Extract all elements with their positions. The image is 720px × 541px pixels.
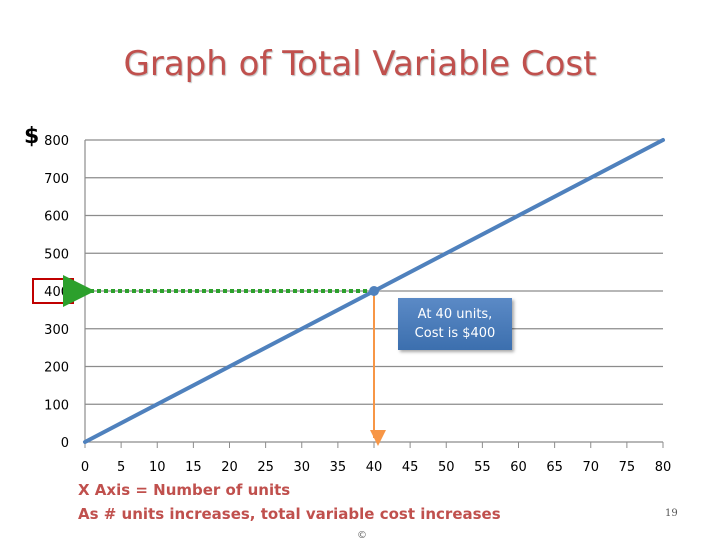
x-tick-label: 40 [366,460,383,475]
highlight-point [369,286,379,296]
callout-line-1: At 40 units, [417,307,493,322]
x-axis-note: X Axis = Number of units [78,481,291,499]
y-tick-label: 600 [44,210,69,225]
x-tick-label: 15 [185,460,202,475]
x-tick-label: 30 [293,460,310,475]
y-tick-label: 500 [44,247,69,262]
trend-note: As # units increases, total variable cos… [78,505,501,523]
x-tick-label: 35 [330,460,347,475]
x-tick-label: 5 [117,460,125,475]
x-tick-label: 20 [221,460,238,475]
y-tick-label: 800 [44,134,69,149]
x-tick-label: 55 [474,460,491,475]
y-tick-label: 0 [61,436,69,451]
x-tick-label: 50 [438,460,455,475]
y-tick-label: 700 [44,172,69,187]
x-tick-label: 45 [402,460,419,475]
y-tick-label: 100 [44,398,69,413]
x-tick-label: 80 [655,460,672,475]
x-tick-label: 25 [257,460,274,475]
x-tick-label: 0 [81,460,89,475]
chart-title: Graph of Total Variable Cost [123,44,597,84]
y-tick-label: 200 [44,361,69,376]
copyright-mark: © [357,530,367,541]
x-tick-label: 10 [149,460,166,475]
callout-line-2: Cost is $400 [414,326,496,341]
callout-box: At 40 units, Cost is $400 [398,298,512,350]
x-tick-label: 75 [619,460,636,475]
page-number: 19 [665,508,678,519]
currency-symbol: $ [24,124,40,149]
x-tick-label: 60 [510,460,527,475]
y-tick-label: 400 [44,285,69,300]
y-tick-label: 300 [44,323,69,338]
x-tick-label: 65 [546,460,563,475]
x-tick-label: 70 [582,460,599,475]
